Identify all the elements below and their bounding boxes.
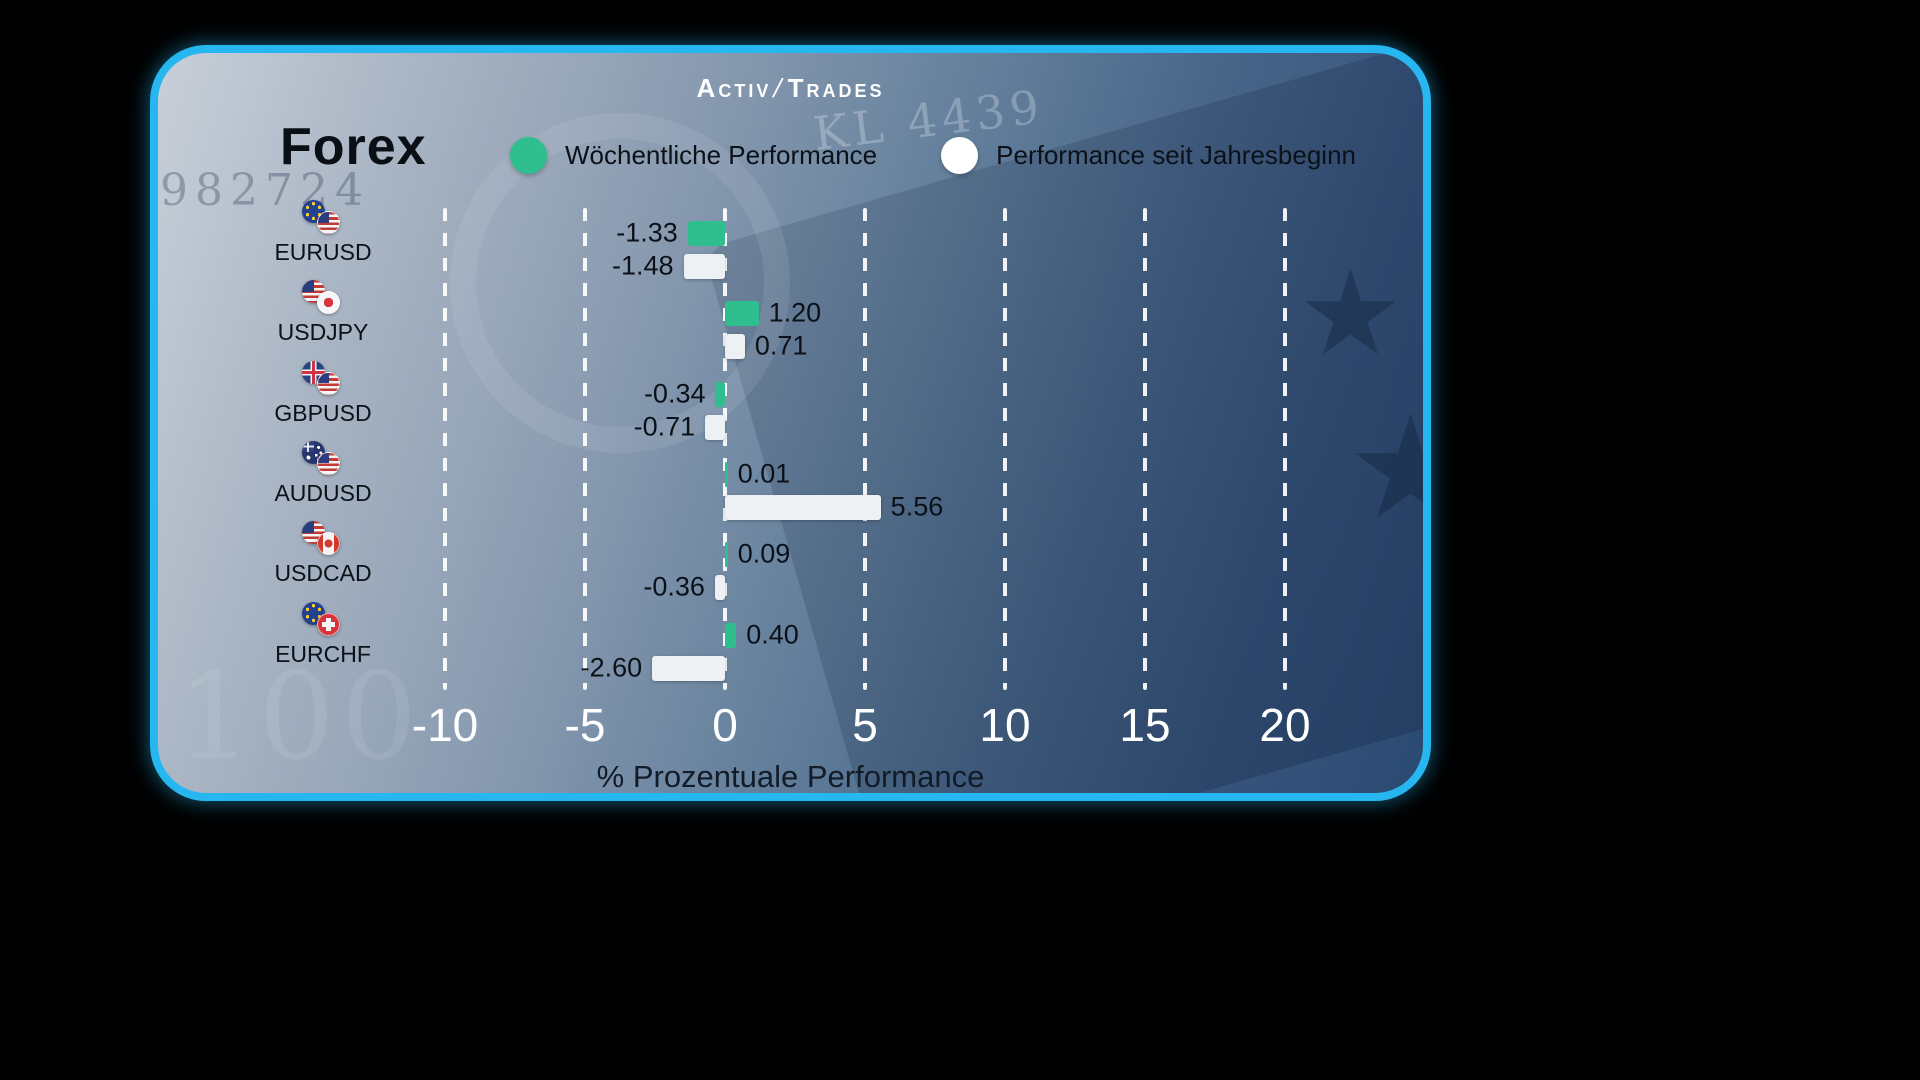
- flag-jp-icon: [317, 291, 340, 315]
- legend: Wöchentliche Performance Performance seit…: [510, 137, 1356, 174]
- chart-row-EURCHF: 0.40 -2.60: [375, 610, 1355, 690]
- bar-value: 0.71: [754, 330, 808, 361]
- x-tick-label--5: -5: [564, 699, 606, 751]
- gridline-10: [1003, 208, 1007, 690]
- flag-us-icon: [317, 371, 340, 395]
- gridline--5: [583, 208, 587, 690]
- ytd-bar-GBPUSD: [705, 414, 725, 440]
- pair-label-USDCAD: USDCAD: [264, 521, 382, 609]
- chart-title: Forex: [280, 118, 427, 176]
- pair-label-GBPUSD: GBPUSD: [264, 360, 382, 449]
- flag-pair-icon: [302, 440, 344, 479]
- x-axis-label: % Prozentuale Performance: [596, 759, 985, 794]
- activtrades-logo: Activ/Trades: [158, 73, 1423, 104]
- chart-row-AUDUSD: 0.01 5.56: [375, 449, 1355, 529]
- pair-name: GBPUSD: [274, 399, 372, 426]
- logo-slash-icon: /: [770, 73, 789, 103]
- ytd-bar-USDCAD: [714, 575, 725, 601]
- weekly-bar-AUDUSD: [725, 461, 728, 487]
- logo-text-trades: Trades: [787, 73, 885, 103]
- weekly-bar-USDJPY: [725, 301, 759, 327]
- legend-label: Performance seit Jahresbeginn: [996, 140, 1357, 170]
- flag-pair-icon: [302, 521, 344, 559]
- ytd-bar-EURCHF: [652, 655, 725, 681]
- weekly-bar-EURCHF: [725, 622, 737, 648]
- weekly-bar-EURUSD: [687, 221, 725, 246]
- gridlines: [375, 208, 1355, 690]
- flag-pair-icon: [302, 280, 344, 318]
- bar-value: -0.36: [643, 571, 705, 602]
- x-tick-label-0: 0: [712, 699, 738, 751]
- x-tick-label-5: 5: [852, 699, 878, 751]
- gridline-20: [1283, 208, 1287, 690]
- weekly-bar-USDCAD: [725, 542, 728, 568]
- category-labels-column: EURUSD USDJPY GBPUSD AUDUSD USDCAD EURCHF: [264, 200, 382, 690]
- pair-name: AUDUSD: [274, 479, 372, 506]
- gridline--10: [443, 208, 447, 690]
- x-tick-label-20: 20: [1259, 699, 1311, 751]
- flag-ca-icon: [317, 532, 340, 556]
- x-tick-label--10: -10: [411, 699, 479, 751]
- ytd-bar-USDJPY: [725, 334, 745, 360]
- pair-name: USDCAD: [274, 560, 372, 587]
- legend-item-weekly: Wöchentliche Performance: [510, 137, 877, 174]
- pair-name: EURUSD: [274, 239, 372, 265]
- flag-pair-icon: [302, 200, 344, 238]
- x-tick-label-15: 15: [1119, 699, 1171, 751]
- bar-value: 0.01: [737, 458, 791, 489]
- chart-row-USDCAD: 0.09 -0.36: [375, 529, 1355, 609]
- bar-value: -2.60: [580, 652, 643, 683]
- pair-label-EURUSD: EURUSD: [264, 200, 382, 288]
- ytd-bar-EURUSD: [683, 254, 725, 279]
- plot-area: -1.33 -1.48 1.20 0.71 -0.34 -0.71 0.01 5.56 0.09…: [375, 208, 1355, 690]
- chart-row-GBPUSD: -0.34 -0.71: [375, 369, 1355, 449]
- bar-value: -0.34: [643, 378, 706, 409]
- legend-item-ytd: Performance seit Jahresbeginn: [941, 137, 1356, 174]
- bar-rows: -1.33 -1.48 1.20 0.71 -0.34 -0.71 0.01 5.56 0.09…: [375, 208, 1355, 690]
- chart-row-EURUSD: -1.33 -1.48: [375, 208, 1355, 288]
- logo-text-activ: Activ: [696, 73, 772, 103]
- pair-label-USDJPY: USDJPY: [264, 280, 382, 368]
- flag-pair-icon: [302, 601, 344, 640]
- chart-row-USDJPY: 1.20 0.71: [375, 288, 1355, 368]
- euro-star-art: [1355, 413, 1423, 518]
- gridline-0: [723, 208, 727, 690]
- flag-us-icon: [317, 211, 340, 234]
- legend-label: Wöchentliche Performance: [565, 140, 878, 170]
- pair-name: EURCHF: [275, 640, 371, 667]
- weekly-bar-GBPUSD: [715, 381, 725, 407]
- x-axis-ticks: -10 -5 0 5 10 15 20: [375, 698, 1355, 756]
- bar-value: -1.33: [616, 217, 678, 248]
- weekly-dot-icon: [510, 137, 547, 174]
- x-tick-label-10: 10: [979, 699, 1031, 751]
- flag-pair-icon: [302, 360, 344, 399]
- bar-value: 0.09: [737, 538, 791, 569]
- bar-value: -0.71: [633, 411, 696, 442]
- pair-name: USDJPY: [277, 319, 369, 346]
- ytd-bar-AUDUSD: [725, 494, 881, 520]
- flag-au-icon: [302, 440, 325, 464]
- flag-us-icon: [317, 451, 340, 475]
- bar-value: -1.48: [612, 250, 674, 281]
- forex-performance-card: 982724 KL 4439 100 Activ/Trades Forex Wö…: [150, 45, 1431, 801]
- pair-label-EURCHF: EURCHF: [264, 601, 382, 690]
- gridline-15: [1143, 208, 1147, 690]
- bar-value: 0.40: [746, 619, 799, 650]
- gridline-5: [863, 208, 867, 690]
- bar-value: 1.20: [768, 297, 822, 328]
- bar-value: 5.56: [890, 491, 944, 522]
- ytd-dot-icon: [941, 137, 979, 174]
- flag-ch-icon: [317, 612, 340, 636]
- pair-label-AUDUSD: AUDUSD: [264, 440, 382, 529]
